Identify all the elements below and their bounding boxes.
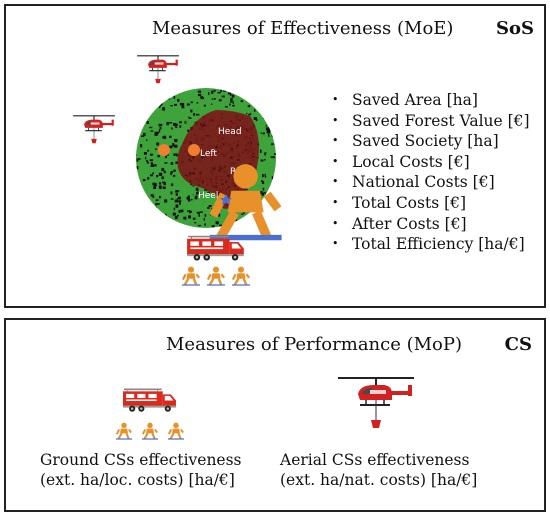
firefighter-icon bbox=[182, 266, 200, 286]
moe-list: • Saved Area [ha] • Saved Forest Value [€]… bbox=[332, 90, 530, 255]
fire-truck-icon bbox=[122, 386, 178, 414]
cs-panel: Measures of Performance (MoP) CS Ground … bbox=[4, 318, 546, 512]
blue-star-marker bbox=[220, 194, 232, 205]
helicopter-icon bbox=[336, 372, 416, 432]
sos-panel: Measures of Effectiveness (MoE) SoS Head… bbox=[4, 4, 546, 308]
ground-caption-line1: Ground CSs effectiveness bbox=[40, 451, 242, 469]
firefighter-icon bbox=[142, 422, 158, 440]
sos-tag: SoS bbox=[495, 18, 534, 39]
moe-item: • National Costs [€] bbox=[332, 173, 495, 192]
fire-truck-icon bbox=[186, 234, 246, 262]
fire-label-heel: Heel bbox=[198, 191, 218, 201]
moe-item: • Total Efficiency [ha/€] bbox=[332, 235, 525, 254]
moe-item: • After Costs [€] bbox=[332, 214, 467, 233]
ground-caption-line2: (ext. ha/loc. costs) [ha/€] bbox=[40, 471, 235, 489]
agent-marker-2 bbox=[188, 144, 200, 156]
firefighter-icon bbox=[232, 266, 250, 286]
firefighter-icon bbox=[168, 422, 184, 440]
firefighter-icon bbox=[207, 266, 225, 286]
forest-map: Head Left Right Heel bbox=[136, 88, 278, 230]
moe-item: • Saved Forest Value [€] bbox=[332, 111, 530, 130]
agent-marker-1 bbox=[158, 144, 170, 156]
fire-label-head: Head bbox=[218, 127, 242, 137]
moe-item: • Saved Society [ha] bbox=[332, 132, 499, 151]
firefighter-icon bbox=[116, 422, 132, 440]
ground-caption: Ground CSs effectiveness (ext. ha/loc. c… bbox=[40, 450, 242, 490]
aerial-caption-line1: Aerial CSs effectiveness bbox=[280, 451, 470, 469]
moe-title: Measures of Effectiveness (MoE) bbox=[152, 18, 454, 39]
cs-tag: CS bbox=[504, 334, 532, 355]
aerial-caption-line2: (ext. ha/nat. costs) [ha/€] bbox=[280, 471, 478, 489]
moe-item: • Total Costs [€] bbox=[332, 193, 467, 212]
fire-label-left: Left bbox=[200, 149, 217, 159]
moe-item: • Local Costs [€] bbox=[332, 152, 470, 171]
helicopter-icon bbox=[136, 52, 180, 86]
aerial-caption: Aerial CSs effectiveness (ext. ha/nat. c… bbox=[280, 450, 477, 490]
mop-title: Measures of Performance (MoP) bbox=[166, 334, 463, 355]
helicopter-icon bbox=[72, 112, 116, 146]
moe-item: • Saved Area [ha] bbox=[332, 91, 478, 109]
